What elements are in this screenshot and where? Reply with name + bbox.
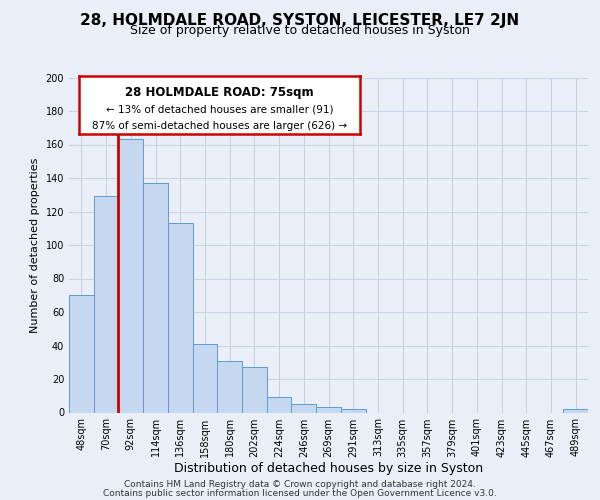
Bar xyxy=(168,223,193,412)
Text: Contains public sector information licensed under the Open Government Licence v3: Contains public sector information licen… xyxy=(103,489,497,498)
Y-axis label: Number of detached properties: Number of detached properties xyxy=(30,158,40,332)
Text: Size of property relative to detached houses in Syston: Size of property relative to detached ho… xyxy=(130,24,470,37)
Bar xyxy=(94,196,118,412)
Bar xyxy=(118,140,143,412)
Bar xyxy=(563,409,588,412)
Bar xyxy=(69,295,94,412)
Bar xyxy=(267,398,292,412)
Bar xyxy=(242,368,267,412)
Bar xyxy=(316,408,341,412)
Bar xyxy=(341,409,365,412)
Text: Contains HM Land Registry data © Crown copyright and database right 2024.: Contains HM Land Registry data © Crown c… xyxy=(124,480,476,489)
Bar xyxy=(217,360,242,412)
Bar xyxy=(143,183,168,412)
Text: 28, HOLMDALE ROAD, SYSTON, LEICESTER, LE7 2JN: 28, HOLMDALE ROAD, SYSTON, LEICESTER, LE… xyxy=(80,12,520,28)
Bar xyxy=(292,404,316,412)
Bar xyxy=(193,344,217,412)
X-axis label: Distribution of detached houses by size in Syston: Distribution of detached houses by size … xyxy=(174,462,483,475)
